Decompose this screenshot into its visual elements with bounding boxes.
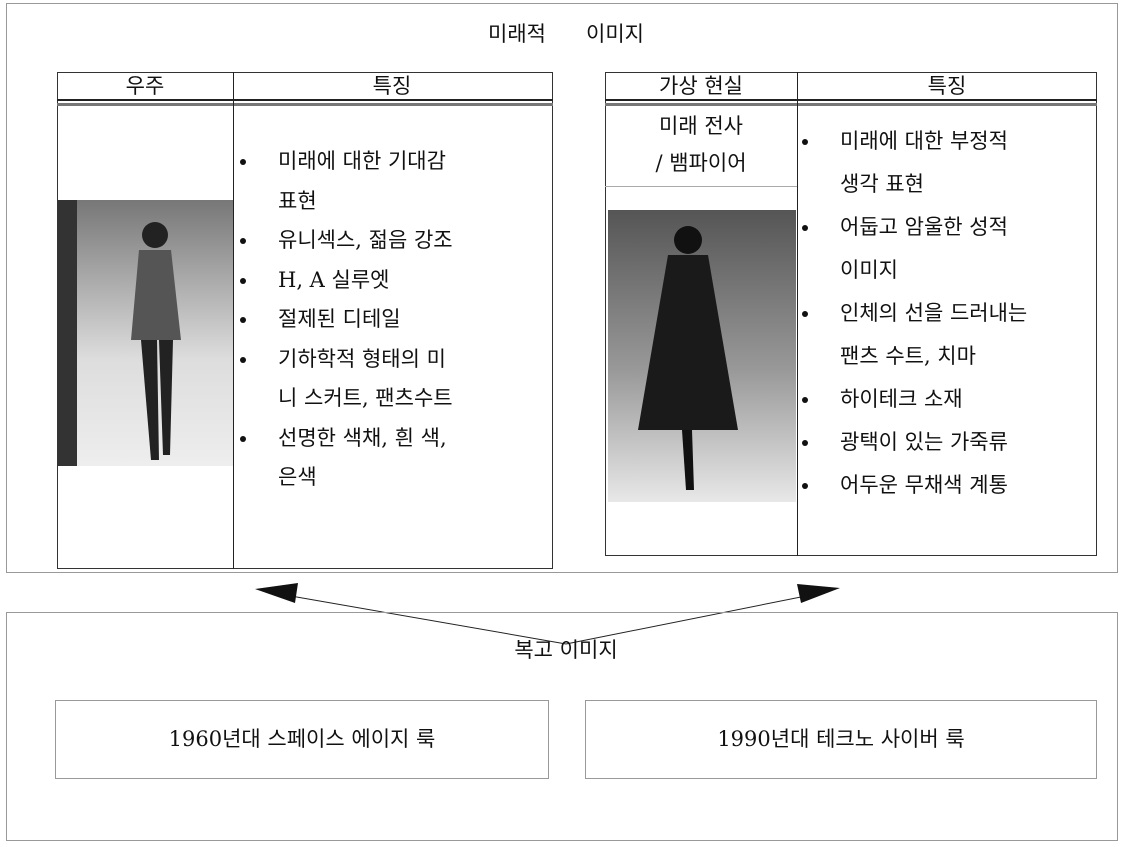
future-title: 미래적 이미지 — [488, 22, 644, 46]
virtual-table — [605, 72, 1097, 556]
feature-text: 유니섹스, 젊음 강조 — [278, 228, 453, 252]
bullet — [802, 483, 808, 489]
feature-text: 미래에 대한 기대감 — [278, 149, 446, 173]
feature-text: 팬츠 수트, 치마 — [840, 344, 976, 368]
bullet — [240, 317, 246, 323]
bullet — [802, 311, 808, 317]
header: 우주 — [125, 74, 165, 98]
col-rule — [797, 72, 798, 556]
cell-label: / 뱀파이어 — [655, 151, 747, 175]
feature-text: 생각 표현 — [840, 172, 924, 196]
header: 특징 — [927, 74, 967, 98]
feature-text: 인체의 선을 드러내는 — [840, 301, 1028, 325]
retro-title: 복고 이미지 — [514, 638, 618, 662]
retro-item: 1990년대 테크노 사이버 룩 — [717, 727, 965, 751]
header: 특징 — [372, 74, 412, 98]
header: 가상 현실 — [659, 74, 743, 98]
photo — [57, 200, 233, 466]
row-rule — [605, 186, 797, 187]
retro-item-box — [55, 700, 549, 779]
feature-text: 어둡고 암울한 성적 — [840, 215, 1008, 239]
rule — [605, 103, 1097, 106]
feature-text: 하이테크 소재 — [840, 387, 963, 411]
retro-item: 1960년대 스페이스 에이지 룩 — [168, 727, 436, 751]
bullet — [802, 397, 808, 403]
retro-panel — [6, 612, 1118, 841]
rule — [57, 103, 553, 106]
bullet — [240, 238, 246, 244]
col-rule — [233, 72, 234, 569]
future-panel — [6, 3, 1118, 573]
retro-item-box — [585, 700, 1097, 779]
feature-text: 미래에 대한 부정적 — [840, 129, 1008, 153]
feature-text: 절제된 디테일 — [278, 307, 401, 331]
feature-text: H, A 실루엣 — [278, 267, 390, 292]
feature-text: 은색 — [278, 465, 317, 489]
feature-text: 니 스커트, 팬츠수트 — [278, 386, 453, 410]
bullet — [802, 225, 808, 231]
feature-text: 기하학적 형태의 미 — [278, 346, 446, 371]
feature-text: 광택이 있는 가죽류 — [840, 430, 1008, 454]
feature-text: 표현 — [278, 188, 317, 213]
feature-text: 선명한 색채, 흰 색, — [278, 425, 447, 450]
bullet — [240, 435, 246, 442]
rule — [57, 99, 553, 101]
bullet — [802, 440, 808, 446]
bullet — [240, 356, 246, 363]
bullet — [240, 277, 246, 284]
feature-text: 이미지 — [840, 258, 898, 282]
bullet — [240, 159, 246, 165]
bullet — [802, 139, 808, 145]
photo — [608, 210, 796, 502]
cell-label: 미래 전사 — [659, 114, 743, 138]
feature-text: 어두운 무채색 계통 — [840, 473, 1008, 497]
rule — [605, 99, 1097, 101]
